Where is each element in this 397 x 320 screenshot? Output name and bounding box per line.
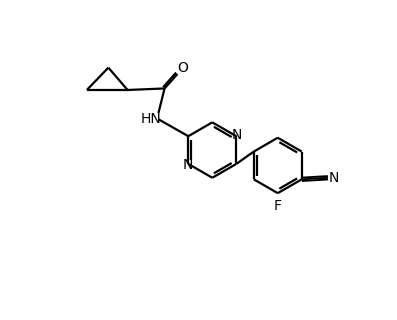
Text: F: F [274, 199, 282, 213]
Text: N: N [182, 158, 193, 172]
Text: N: N [328, 171, 339, 185]
Text: N: N [232, 128, 242, 142]
Text: O: O [177, 61, 189, 75]
Text: HN: HN [141, 112, 161, 126]
